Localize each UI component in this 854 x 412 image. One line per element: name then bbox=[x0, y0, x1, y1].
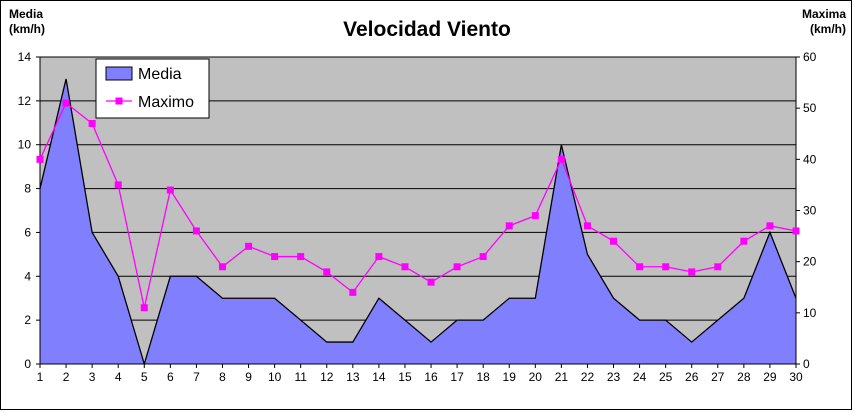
right-tick-label-5: 50 bbox=[803, 101, 817, 115]
x-tick-label-7: 7 bbox=[193, 370, 200, 384]
maximo-marker-25 bbox=[662, 263, 670, 271]
maximo-marker-6 bbox=[166, 186, 174, 194]
x-tick-label-22: 22 bbox=[581, 370, 595, 384]
right-tick-label-6: 60 bbox=[803, 50, 817, 64]
legend: Media Maximo bbox=[95, 58, 210, 119]
maximo-marker-16 bbox=[427, 278, 435, 286]
x-tick-label-18: 18 bbox=[476, 370, 490, 384]
x-tick-label-15: 15 bbox=[398, 370, 412, 384]
maximo-marker-8 bbox=[218, 263, 226, 271]
x-tick-label-5: 5 bbox=[141, 370, 148, 384]
left-tick-label-3: 6 bbox=[24, 225, 31, 239]
right-tick-label-3: 30 bbox=[803, 204, 817, 218]
x-tick-label-26: 26 bbox=[685, 370, 699, 384]
legend-label-maximo: Maximo bbox=[138, 94, 194, 111]
x-tick-label-4: 4 bbox=[115, 370, 122, 384]
left-tick-label-5: 10 bbox=[18, 138, 32, 152]
x-tick-label-9: 9 bbox=[245, 370, 252, 384]
maximo-marker-27 bbox=[714, 263, 722, 271]
left-tick-label-0: 0 bbox=[24, 357, 31, 371]
left-tick-label-4: 8 bbox=[24, 182, 31, 196]
maximo-marker-12 bbox=[323, 268, 331, 276]
x-tick-label-24: 24 bbox=[633, 370, 647, 384]
maximo-marker-28 bbox=[740, 237, 748, 245]
x-tick-label-2: 2 bbox=[63, 370, 70, 384]
right-axis-label-line1: Maxima bbox=[802, 7, 846, 21]
x-tick-label-3: 3 bbox=[89, 370, 96, 384]
line-maximo bbox=[39, 102, 797, 308]
maximo-marker-22 bbox=[583, 222, 591, 230]
maximo-marker-26 bbox=[688, 268, 696, 276]
maximo-marker-13 bbox=[349, 288, 357, 296]
left-axis-label-line1: Media bbox=[9, 7, 43, 21]
x-tick-label-23: 23 bbox=[607, 370, 621, 384]
chart-title: Velocidad Viento bbox=[343, 18, 511, 41]
left-tick-label-6: 12 bbox=[18, 94, 32, 108]
x-tick-label-27: 27 bbox=[711, 370, 725, 384]
maximo-marker-24 bbox=[636, 263, 644, 271]
x-tick-label-25: 25 bbox=[659, 370, 673, 384]
right-tick-label-1: 10 bbox=[803, 306, 817, 320]
area-media-outline bbox=[39, 78, 797, 367]
x-tick-label-8: 8 bbox=[219, 370, 226, 384]
maximo-marker-21 bbox=[557, 155, 565, 163]
legend-label-media: Media bbox=[138, 66, 182, 83]
maximo-marker-10 bbox=[271, 253, 279, 261]
x-tick-label-16: 16 bbox=[424, 370, 438, 384]
x-tick-label-6: 6 bbox=[167, 370, 174, 384]
maximo-marker-2 bbox=[62, 99, 70, 107]
maximo-marker-23 bbox=[610, 237, 618, 245]
left-tick-label-1: 2 bbox=[24, 313, 31, 327]
maximo-marker-3 bbox=[88, 120, 96, 128]
x-tick-label-19: 19 bbox=[503, 370, 517, 384]
maximo-marker-7 bbox=[192, 227, 200, 235]
x-tick-label-10: 10 bbox=[268, 370, 282, 384]
maximo-marker-4 bbox=[114, 181, 122, 189]
maximo-marker-1 bbox=[36, 155, 44, 163]
legend-swatch-media bbox=[105, 66, 133, 81]
maximo-marker-19 bbox=[505, 222, 513, 230]
maximo-marker-20 bbox=[531, 212, 539, 220]
maximo-marker-5 bbox=[140, 304, 148, 312]
x-tick-label-28: 28 bbox=[737, 370, 751, 384]
x-tick-label-11: 11 bbox=[294, 370, 307, 384]
maximo-marker-29 bbox=[766, 222, 774, 230]
maximo-marker-30 bbox=[792, 227, 800, 235]
x-tick-label-17: 17 bbox=[450, 370, 464, 384]
left-axis-label-line2: (km/h) bbox=[9, 22, 45, 36]
left-tick-label-2: 4 bbox=[24, 269, 31, 283]
right-axis-label-line2: (km/h) bbox=[810, 22, 846, 36]
left-tick-label-7: 14 bbox=[18, 50, 32, 64]
legend-marker-maximo bbox=[115, 97, 123, 105]
maximo-marker-17 bbox=[453, 263, 461, 271]
right-tick-label-2: 20 bbox=[803, 255, 817, 269]
maximo-marker-11 bbox=[297, 253, 305, 261]
x-tick-label-29: 29 bbox=[763, 370, 777, 384]
maximo-marker-18 bbox=[479, 253, 487, 261]
x-tick-label-1: 1 bbox=[37, 370, 44, 384]
area-media bbox=[40, 78, 796, 364]
x-tick-label-12: 12 bbox=[320, 370, 334, 384]
x-tick-label-14: 14 bbox=[372, 370, 386, 384]
x-tick-label-13: 13 bbox=[346, 370, 360, 384]
right-tick-label-4: 40 bbox=[803, 152, 817, 166]
x-tick-label-20: 20 bbox=[529, 370, 543, 384]
right-tick-label-0: 0 bbox=[803, 357, 810, 371]
x-tick-label-30: 30 bbox=[789, 370, 803, 384]
maximo-marker-9 bbox=[245, 242, 253, 250]
maximo-marker-15 bbox=[401, 263, 409, 271]
x-tick-label-21: 21 bbox=[555, 370, 569, 384]
maximo-marker-14 bbox=[375, 253, 383, 261]
